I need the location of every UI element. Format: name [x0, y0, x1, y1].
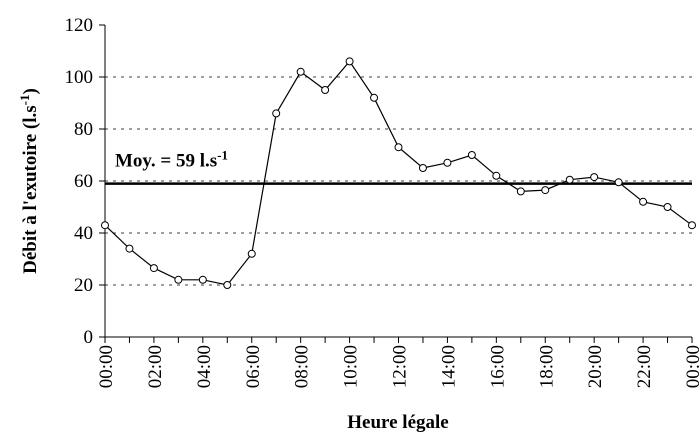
- data-point: [125, 244, 134, 253]
- data-point: [223, 281, 232, 289]
- data-point: [639, 197, 648, 206]
- y-tick-label: 100: [65, 67, 94, 88]
- x-axis-label: Heure légale: [347, 412, 448, 433]
- y-tick-label: 60: [74, 171, 93, 192]
- x-tick-label: 06:00: [243, 345, 264, 388]
- data-point: [516, 187, 525, 196]
- x-tick-label: 02:00: [145, 345, 166, 388]
- data-point: [149, 264, 158, 273]
- x-tick-label: 22:00: [634, 345, 655, 388]
- x-tick-label: 04:00: [194, 345, 215, 388]
- data-point: [614, 178, 623, 187]
- x-tick-label: 10:00: [341, 345, 362, 388]
- y-tick-label: 80: [74, 119, 93, 140]
- y-tick-label: 120: [65, 15, 94, 36]
- series-line: [104, 60, 693, 286]
- data-point: [467, 151, 476, 159]
- data-point: [492, 171, 501, 180]
- y-axis-label-text: Débit à l'exutoire (l.s: [20, 105, 41, 274]
- data-point: [296, 67, 305, 76]
- y-axis-label: Débit à l'exutoire (l.s-1): [17, 88, 41, 274]
- x-tick-label: 14:00: [438, 345, 459, 388]
- data-point: [394, 143, 403, 152]
- data-point: [174, 275, 183, 284]
- y-tick-label: 20: [74, 275, 93, 296]
- mean-annotation: Moy. = 59 l.s-1: [115, 148, 228, 172]
- data-point: [590, 173, 599, 182]
- x-tick-label: 00:00: [96, 345, 117, 388]
- mean-annotation-sup: -1: [217, 148, 228, 163]
- y-axis-label-sup: -1: [17, 94, 32, 105]
- data-point: [688, 221, 696, 230]
- x-tick-label: 00:00: [683, 345, 699, 388]
- data-point: [565, 175, 574, 184]
- y-tick-label: 0: [84, 327, 94, 348]
- data-point: [370, 93, 379, 102]
- x-tick-label: 16:00: [487, 345, 508, 388]
- data-point: [101, 221, 109, 230]
- x-tick-label: 20:00: [585, 345, 606, 388]
- data-point: [345, 57, 354, 66]
- mean-annotation-text: Moy. = 59 l.s: [115, 151, 217, 172]
- data-point: [443, 158, 452, 167]
- y-axis-label-text: ): [20, 88, 41, 94]
- data-point: [247, 249, 256, 258]
- y-tick-label: 40: [74, 223, 93, 244]
- data-point: [418, 164, 427, 172]
- data-point: [198, 275, 207, 284]
- x-tick-label: 18:00: [536, 345, 557, 388]
- data-point: [663, 203, 672, 211]
- x-tick-label: 12:00: [390, 345, 411, 388]
- data-point: [321, 86, 330, 94]
- data-point: [272, 109, 281, 118]
- data-point: [541, 186, 550, 195]
- x-tick-label: 08:00: [292, 345, 313, 388]
